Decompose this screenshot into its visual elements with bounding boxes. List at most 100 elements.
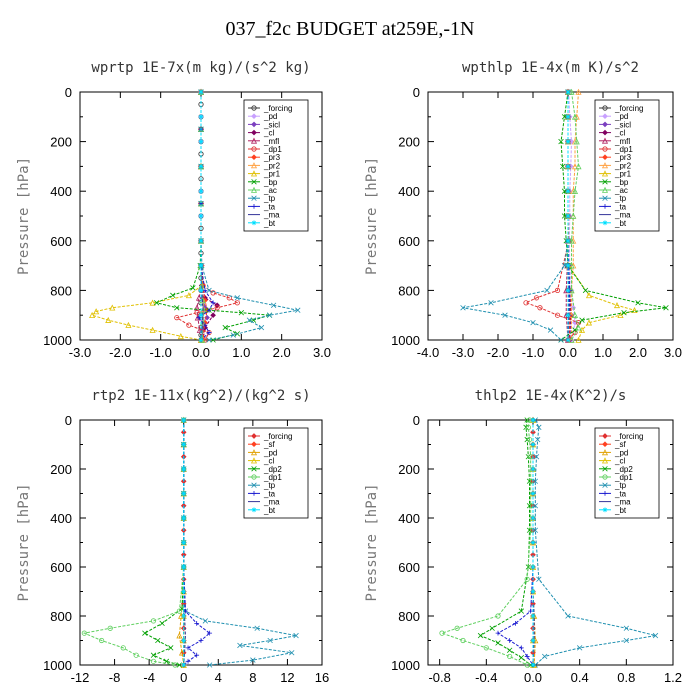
data-point <box>222 324 228 331</box>
data-point <box>570 212 577 219</box>
data-point <box>270 302 277 308</box>
data-point <box>149 299 156 306</box>
data-point <box>623 637 630 644</box>
data-point <box>565 288 571 293</box>
legend-marker <box>602 204 608 209</box>
legend-marker <box>602 433 608 439</box>
data-point <box>547 327 554 333</box>
series-dp1 <box>174 89 240 343</box>
data-point <box>544 287 550 294</box>
data-point <box>109 304 116 311</box>
data-point <box>198 263 204 268</box>
data-point <box>530 540 536 545</box>
data-point <box>181 515 187 521</box>
panel-title: wpthlp 1E-4x(m K)/s^2 <box>462 60 639 76</box>
series-line <box>497 420 534 666</box>
legend-marker <box>602 220 608 226</box>
data-point <box>523 300 529 306</box>
data-point <box>483 645 489 651</box>
legend-label: _tp <box>263 194 276 203</box>
legend-label: _ac <box>263 186 277 195</box>
data-point <box>266 312 273 318</box>
legend-label: _tp <box>263 481 276 490</box>
data-point <box>204 314 210 321</box>
legend-label: _pr3 <box>263 153 281 162</box>
data-point <box>525 424 531 430</box>
data-point <box>530 491 536 496</box>
legend-label: _dp1 <box>614 145 633 154</box>
data-point <box>105 316 112 323</box>
data-point <box>194 620 200 626</box>
legend-marker <box>250 449 258 456</box>
data-point <box>254 625 260 631</box>
data-point <box>518 645 524 651</box>
data-point <box>571 187 579 195</box>
data-point <box>210 300 216 306</box>
data-point <box>198 139 204 144</box>
data-point <box>536 424 542 431</box>
data-point <box>133 652 139 658</box>
legend-marker <box>251 433 257 439</box>
legend-marker <box>601 170 609 177</box>
data-point <box>250 657 256 663</box>
legend-marker <box>602 441 608 448</box>
series-dp1 <box>439 417 534 668</box>
data-point <box>210 312 216 319</box>
x-tick-label: 1.2 <box>664 670 682 685</box>
legend-marker <box>602 121 608 128</box>
series-dp1 <box>81 417 187 668</box>
x-tick-label: -0.8 <box>428 670 450 685</box>
series-line <box>440 419 532 666</box>
legend-label: _bt <box>263 219 276 228</box>
data-point <box>198 164 204 169</box>
series-line <box>560 91 667 341</box>
data-point <box>178 649 186 656</box>
data-point <box>460 305 466 311</box>
chart-panel: wpthlp 1E-4x(m K)/s^2 Pressure [hPa] 0 200 4… <box>364 60 682 360</box>
x-tick-label: -2.0 <box>487 345 509 360</box>
data-point <box>532 478 539 484</box>
y-tick-label: 400 <box>50 184 72 199</box>
legend-label: _cl <box>263 457 274 466</box>
data-point <box>558 138 564 145</box>
y-tick-label: 400 <box>50 511 72 526</box>
data-point <box>565 139 571 144</box>
legend-marker <box>250 170 258 177</box>
x-tick-label: 1.0 <box>232 345 250 360</box>
data-point <box>532 503 539 509</box>
data-point <box>560 163 566 170</box>
series-bt <box>530 417 536 668</box>
legend-marker <box>251 441 257 448</box>
legend-marker <box>602 466 608 472</box>
legend-marker <box>251 113 257 120</box>
series-ma <box>183 420 186 666</box>
data-point <box>524 576 530 582</box>
data-point <box>155 637 161 644</box>
legend-label: _bp <box>263 178 278 187</box>
data-point <box>532 527 539 533</box>
data-point <box>575 88 582 95</box>
y-tick-label: 600 <box>398 234 420 249</box>
legend-label: _bt <box>614 219 627 228</box>
y-tick-label: 600 <box>50 234 72 249</box>
data-point <box>186 322 192 328</box>
chart-panel: rtp2 1E-11x(kg^2)/(kg^2 s) Pressure [hPa]… <box>16 388 329 685</box>
data-point <box>125 321 132 328</box>
data-point <box>579 317 585 323</box>
series-line <box>178 420 185 666</box>
data-point <box>153 300 160 306</box>
x-tick-label: 0.8 <box>617 670 635 685</box>
data-point <box>190 285 196 291</box>
data-point <box>206 307 212 313</box>
data-point <box>554 312 561 318</box>
y-tick-label: 1000 <box>391 333 420 348</box>
data-point <box>195 294 203 301</box>
y-axis-label: Pressure [hPa] <box>16 483 32 601</box>
legend-marker <box>250 457 258 464</box>
data-point <box>207 630 213 636</box>
data-point <box>181 540 187 545</box>
data-point <box>477 632 484 639</box>
data-point <box>530 613 536 619</box>
data-point <box>530 442 536 447</box>
legend-label: _dp2 <box>614 465 633 474</box>
